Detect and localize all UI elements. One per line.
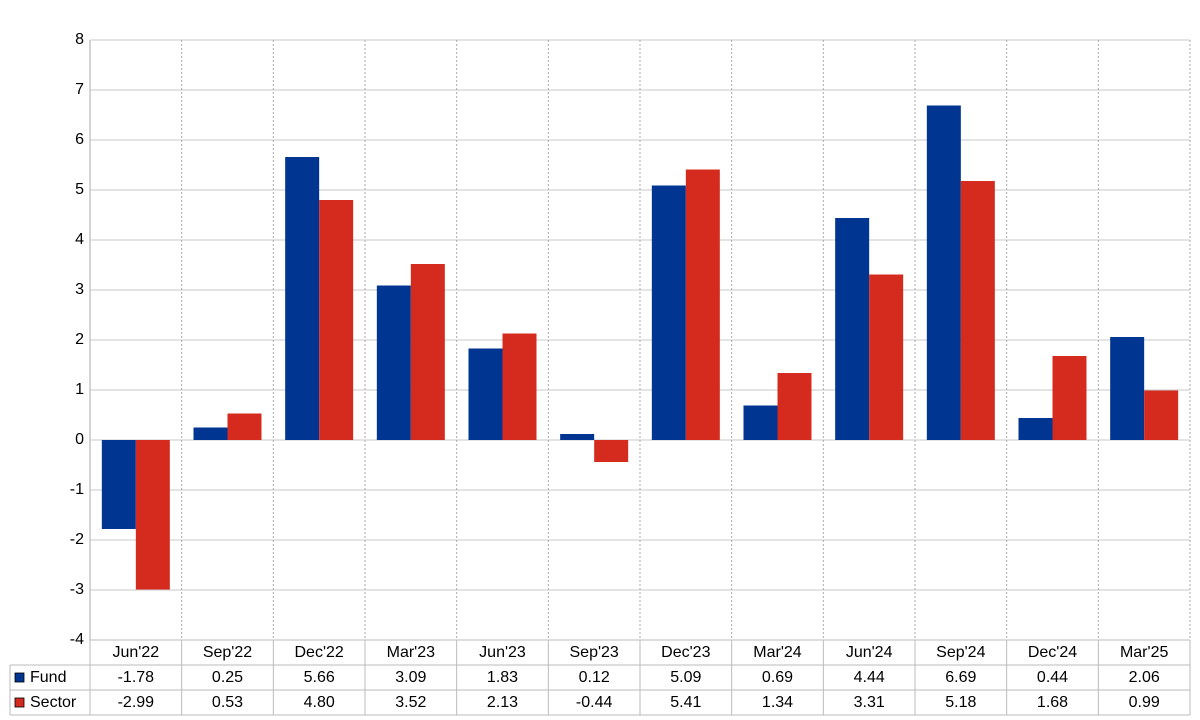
- x-tick-label: Dec'24: [1028, 644, 1077, 661]
- legend-swatch: [14, 672, 25, 683]
- bar: [869, 274, 904, 440]
- x-tick-label: Jun'22: [113, 644, 160, 661]
- legend-label: Sector: [30, 694, 77, 711]
- y-tick-label: 4: [75, 231, 84, 248]
- bar: [410, 264, 445, 440]
- bar: [285, 157, 320, 440]
- x-tick-label: Sep'22: [203, 644, 252, 661]
- table-value: -1.78: [118, 669, 155, 686]
- table-value: 0.69: [762, 669, 793, 686]
- table-value: 3.09: [395, 669, 426, 686]
- x-tick-label: Mar'25: [1120, 644, 1169, 661]
- bar: [135, 440, 170, 590]
- x-tick-label: Dec'22: [295, 644, 344, 661]
- table-value: 0.25: [212, 669, 243, 686]
- table-value: 2.13: [487, 694, 518, 711]
- x-tick-label: Mar'24: [753, 644, 802, 661]
- table-value: 4.44: [854, 669, 885, 686]
- table-value: 3.52: [395, 694, 426, 711]
- bar: [502, 333, 537, 440]
- table-value: -0.44: [576, 694, 613, 711]
- y-tick-label: 3: [75, 281, 84, 298]
- table-value: 5.41: [670, 694, 701, 711]
- bar: [835, 218, 870, 440]
- x-tick-label: Sep'23: [570, 644, 619, 661]
- table-value: 0.44: [1037, 669, 1068, 686]
- y-tick-label: -4: [70, 631, 84, 648]
- table-value: 0.53: [212, 694, 243, 711]
- y-tick-label: 0: [75, 431, 84, 448]
- bar: [319, 200, 354, 440]
- legend-label: Fund: [30, 669, 66, 686]
- bar: [743, 405, 778, 440]
- table-value: 5.66: [304, 669, 335, 686]
- y-tick-label: 6: [75, 131, 84, 148]
- x-tick-label: Jun'23: [479, 644, 526, 661]
- bar: [193, 427, 228, 440]
- y-tick-label: -3: [70, 581, 84, 598]
- x-tick-label: Jun'24: [846, 644, 893, 661]
- bar: [227, 413, 262, 440]
- x-tick-label: Mar'23: [387, 644, 436, 661]
- table-value: 5.18: [945, 694, 976, 711]
- table-value: 5.09: [670, 669, 701, 686]
- table-value: 2.06: [1129, 669, 1160, 686]
- legend-swatch: [14, 697, 25, 708]
- bar: [560, 434, 595, 440]
- bar: [1018, 418, 1053, 440]
- y-tick-label: -1: [70, 481, 84, 498]
- table-value: 3.31: [854, 694, 885, 711]
- bar: [594, 440, 629, 462]
- bar: [1144, 390, 1179, 440]
- x-tick-label: Dec'23: [661, 644, 710, 661]
- table-value: 1.34: [762, 694, 793, 711]
- x-tick-label: Sep'24: [936, 644, 985, 661]
- bar: [685, 169, 720, 440]
- y-tick-label: 5: [75, 181, 84, 198]
- bar: [926, 105, 961, 440]
- y-tick-label: 1: [75, 381, 84, 398]
- bar: [468, 348, 503, 440]
- bar: [960, 181, 995, 440]
- table-value: 6.69: [945, 669, 976, 686]
- bar: [376, 285, 411, 440]
- y-tick-label: -2: [70, 531, 84, 548]
- bar: [777, 373, 812, 440]
- bar: [1052, 356, 1087, 440]
- table-value: 4.80: [304, 694, 335, 711]
- y-tick-label: 7: [75, 81, 84, 98]
- y-tick-label: 8: [75, 31, 84, 48]
- table-value: 1.83: [487, 669, 518, 686]
- bar: [101, 440, 136, 529]
- table-value: -2.99: [118, 694, 155, 711]
- table-value: 0.99: [1129, 694, 1160, 711]
- y-tick-label: 2: [75, 331, 84, 348]
- bar: [651, 185, 686, 440]
- table-value: 0.12: [579, 669, 610, 686]
- bar: [1110, 337, 1145, 440]
- table-value: 1.68: [1037, 694, 1068, 711]
